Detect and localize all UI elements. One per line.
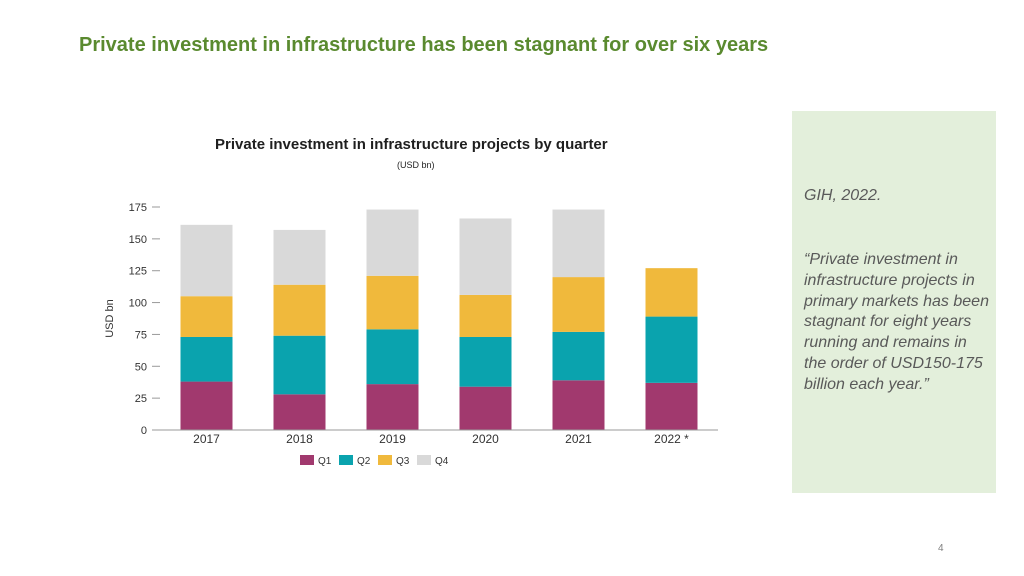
y-tick-label: 175 — [129, 202, 147, 214]
y-tick-label: 125 — [129, 266, 147, 278]
y-tick-label: 25 — [135, 393, 147, 405]
bar-segment-q2 — [273, 335, 326, 395]
bar-segment-q2 — [366, 329, 419, 385]
bar-segment-q4 — [366, 209, 419, 276]
bar-segment-q4 — [180, 224, 233, 297]
bar-segment-q2 — [645, 316, 698, 383]
x-tick-label: 2020 — [472, 432, 499, 446]
bar-segment-q3 — [552, 277, 605, 332]
quote-text: “Private investment in infrastructure pr… — [804, 251, 989, 393]
legend-swatch-q1 — [300, 455, 314, 465]
legend-swatch-q2 — [339, 455, 353, 465]
y-tick-label: 75 — [135, 329, 147, 341]
y-axis-label: USD bn — [104, 299, 116, 338]
bar-segment-q4 — [273, 229, 326, 285]
quote-box: GIH, 2022. “Private investment in infras… — [792, 111, 996, 493]
bar-segment-q2 — [459, 336, 512, 387]
slide-title: Private investment in infrastructure has… — [79, 34, 769, 56]
bar-segment-q2 — [180, 336, 233, 382]
legend-label: Q4 — [435, 456, 449, 467]
page-number: 4 — [938, 543, 944, 554]
x-tick-label: 2022 * — [654, 432, 689, 446]
legend-swatch-q4 — [417, 455, 431, 465]
bar-segment-q1 — [180, 381, 233, 430]
bar-segment-q1 — [459, 386, 512, 430]
stacked-bar-chart: 0 25 50 75 100 125 150 175 USD bn 2017 2018 2019 202… — [104, 202, 718, 467]
bar-segment-q3 — [645, 268, 698, 317]
bar-segment-q1 — [273, 394, 326, 430]
bar-segment-q4 — [552, 209, 605, 278]
chart-subtitle: (USD bn) — [397, 160, 435, 170]
bar-segment-q3 — [366, 275, 419, 330]
bar-segment-q4 — [459, 218, 512, 295]
chart-title: Private investment in infrastructure pro… — [215, 136, 608, 153]
bar-segment-q3 — [180, 296, 233, 337]
y-tick-label: 100 — [129, 298, 147, 310]
legend-label: Q2 — [357, 456, 371, 467]
bar-segment-q1 — [366, 384, 419, 430]
bar-segment-q3 — [459, 294, 512, 337]
x-tick-label: 2018 — [286, 432, 313, 446]
y-tick-label: 50 — [135, 361, 147, 373]
bar-segment-q1 — [645, 382, 698, 430]
legend-label: Q1 — [318, 456, 332, 467]
bar-segment-q1 — [552, 380, 605, 430]
x-tick-label: 2019 — [379, 432, 406, 446]
legend-swatch-q3 — [378, 455, 392, 465]
y-tick-label: 0 — [141, 425, 147, 437]
bar-segment-q3 — [273, 284, 326, 336]
x-tick-label: 2021 — [565, 432, 592, 446]
x-tick-label: 2017 — [193, 432, 220, 446]
quote-source: GIH, 2022. — [804, 187, 882, 204]
y-tick-label: 150 — [129, 234, 147, 246]
bar-segment-q2 — [552, 331, 605, 381]
legend-label: Q3 — [396, 456, 410, 467]
